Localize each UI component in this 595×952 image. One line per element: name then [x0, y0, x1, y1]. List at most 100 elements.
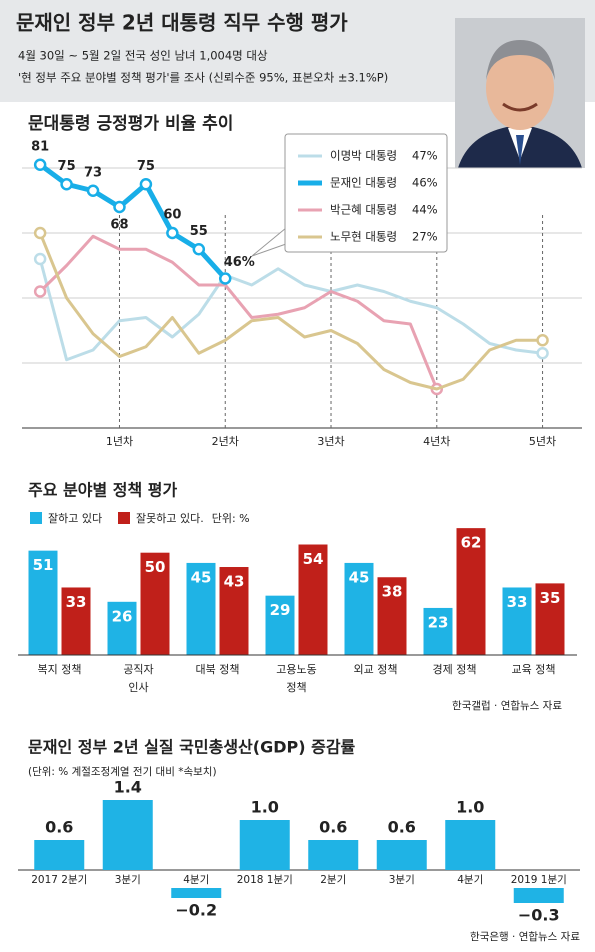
data-label: 26	[112, 607, 133, 625]
legend-label: 문재인 대통령	[330, 176, 397, 190]
legend-label: 박근혜 대통령	[330, 203, 397, 217]
bar	[445, 820, 496, 870]
data-label: 54	[303, 550, 324, 568]
data-label: 62	[461, 534, 482, 552]
data-label: 38	[382, 583, 403, 601]
bar	[102, 800, 153, 870]
data-label: 45	[191, 568, 212, 586]
bar	[171, 888, 222, 898]
x-tick-label: 5년차	[529, 435, 556, 448]
bar	[456, 528, 486, 655]
bar	[239, 820, 290, 870]
data-label: 81	[31, 139, 49, 154]
bar	[376, 840, 427, 870]
bar	[140, 552, 170, 655]
legend-swatch	[30, 512, 42, 524]
legend-seam	[285, 229, 288, 243]
header-line: 4월 30일 ~ 5월 2일 전국 성인 남녀 1,004명 대상	[18, 49, 268, 63]
category-label: 교육 정책	[512, 663, 556, 676]
category-label: 2018 1분기	[237, 874, 293, 886]
data-label: 33	[507, 593, 528, 611]
point-marker	[113, 200, 126, 214]
point-marker	[33, 158, 47, 171]
chart-title: 문재인 정부 2년 실질 국민총생산(GDP) 증감률	[28, 738, 356, 757]
bar	[298, 544, 328, 655]
point-marker	[219, 272, 232, 285]
portrait	[455, 18, 585, 168]
category-label: 3분기	[389, 874, 415, 886]
bar	[377, 577, 407, 655]
x-tick-label: 4년차	[423, 435, 450, 448]
data-label: −0.2	[175, 901, 217, 920]
chart-subtitle: (단위: % 계절조정계열 전기 대비 *속보치)	[28, 765, 217, 778]
point-marker	[33, 285, 47, 298]
bar	[423, 607, 453, 655]
data-label: 23	[428, 613, 449, 631]
chart-title: 문대통령 긍정평가 비율 추이	[28, 113, 233, 134]
source: 한국은행 · 연합뉴스 자료	[470, 931, 580, 943]
bar	[219, 567, 249, 655]
point-marker	[536, 334, 549, 347]
series-line	[38, 232, 543, 391]
data-label: 33	[66, 593, 87, 611]
legend-label: 노무현 대통령	[330, 230, 397, 244]
legend-label: 잘하고 있다	[48, 511, 102, 525]
chart-title: 주요 분야별 정책 평가	[28, 481, 177, 500]
series-line	[39, 234, 439, 390]
data-label: 75	[137, 159, 155, 174]
x-tick-label: 2년차	[212, 435, 239, 448]
data-label: 43	[224, 573, 245, 591]
bar	[535, 583, 565, 655]
bar	[344, 562, 374, 655]
data-label: 46%	[224, 255, 255, 270]
legend-value: 27%	[412, 230, 438, 244]
data-label: 1.4	[114, 778, 142, 797]
legend-box	[284, 133, 448, 253]
data-label: 68	[110, 218, 128, 233]
header-title: 문재인 정부 2년 대통령 직무 수행 평가	[16, 11, 348, 35]
header-line: '현 정부 주요 분야별 정책 평가'를 조사 (신뢰수준 95%, 표본오차 …	[18, 71, 388, 85]
category-label: 2분기	[320, 874, 346, 886]
data-label: 0.6	[319, 818, 347, 837]
legend-value: 44%	[412, 203, 438, 217]
data-label: 50	[145, 558, 166, 576]
x-tick-label: 1년차	[106, 435, 133, 448]
data-label: 75	[58, 159, 76, 174]
bar	[502, 587, 532, 655]
unit-label: 단위: %	[212, 512, 250, 525]
legend-label: 이명박 대통령	[330, 149, 397, 163]
data-label: 60	[163, 208, 181, 223]
legend-value: 46%	[412, 176, 438, 190]
data-label: 35	[540, 589, 561, 607]
legend-value: 47%	[412, 149, 438, 163]
data-label: 45	[349, 568, 370, 586]
category-label: 2017 2분기	[31, 874, 87, 886]
category-label: 외교 정책	[354, 663, 398, 676]
bar	[308, 840, 359, 870]
legend-swatch	[118, 512, 130, 524]
source: 한국갤럽 · 연합뉴스 자료	[452, 699, 562, 712]
category-label: 2019 1분기	[511, 874, 567, 886]
point-marker	[166, 226, 179, 240]
bar	[28, 550, 58, 655]
category-label: 공직자 인사	[123, 663, 153, 694]
series-line	[38, 258, 543, 362]
category-label: 3분기	[115, 874, 141, 886]
point-marker	[536, 347, 549, 360]
category-label: 고용노동 정책	[276, 663, 316, 694]
bar	[61, 587, 91, 655]
point-marker	[33, 226, 47, 240]
bar	[186, 562, 216, 655]
category-label: 복지 정책	[38, 663, 82, 676]
data-label: 0.6	[388, 818, 416, 837]
bar	[34, 840, 85, 870]
data-label: 29	[270, 601, 291, 619]
data-label: 1.0	[251, 798, 279, 817]
point-marker	[60, 178, 73, 191]
point-marker	[86, 184, 100, 197]
point-marker	[33, 252, 47, 266]
data-label: 1.0	[456, 798, 484, 817]
data-label: −0.3	[518, 906, 560, 925]
